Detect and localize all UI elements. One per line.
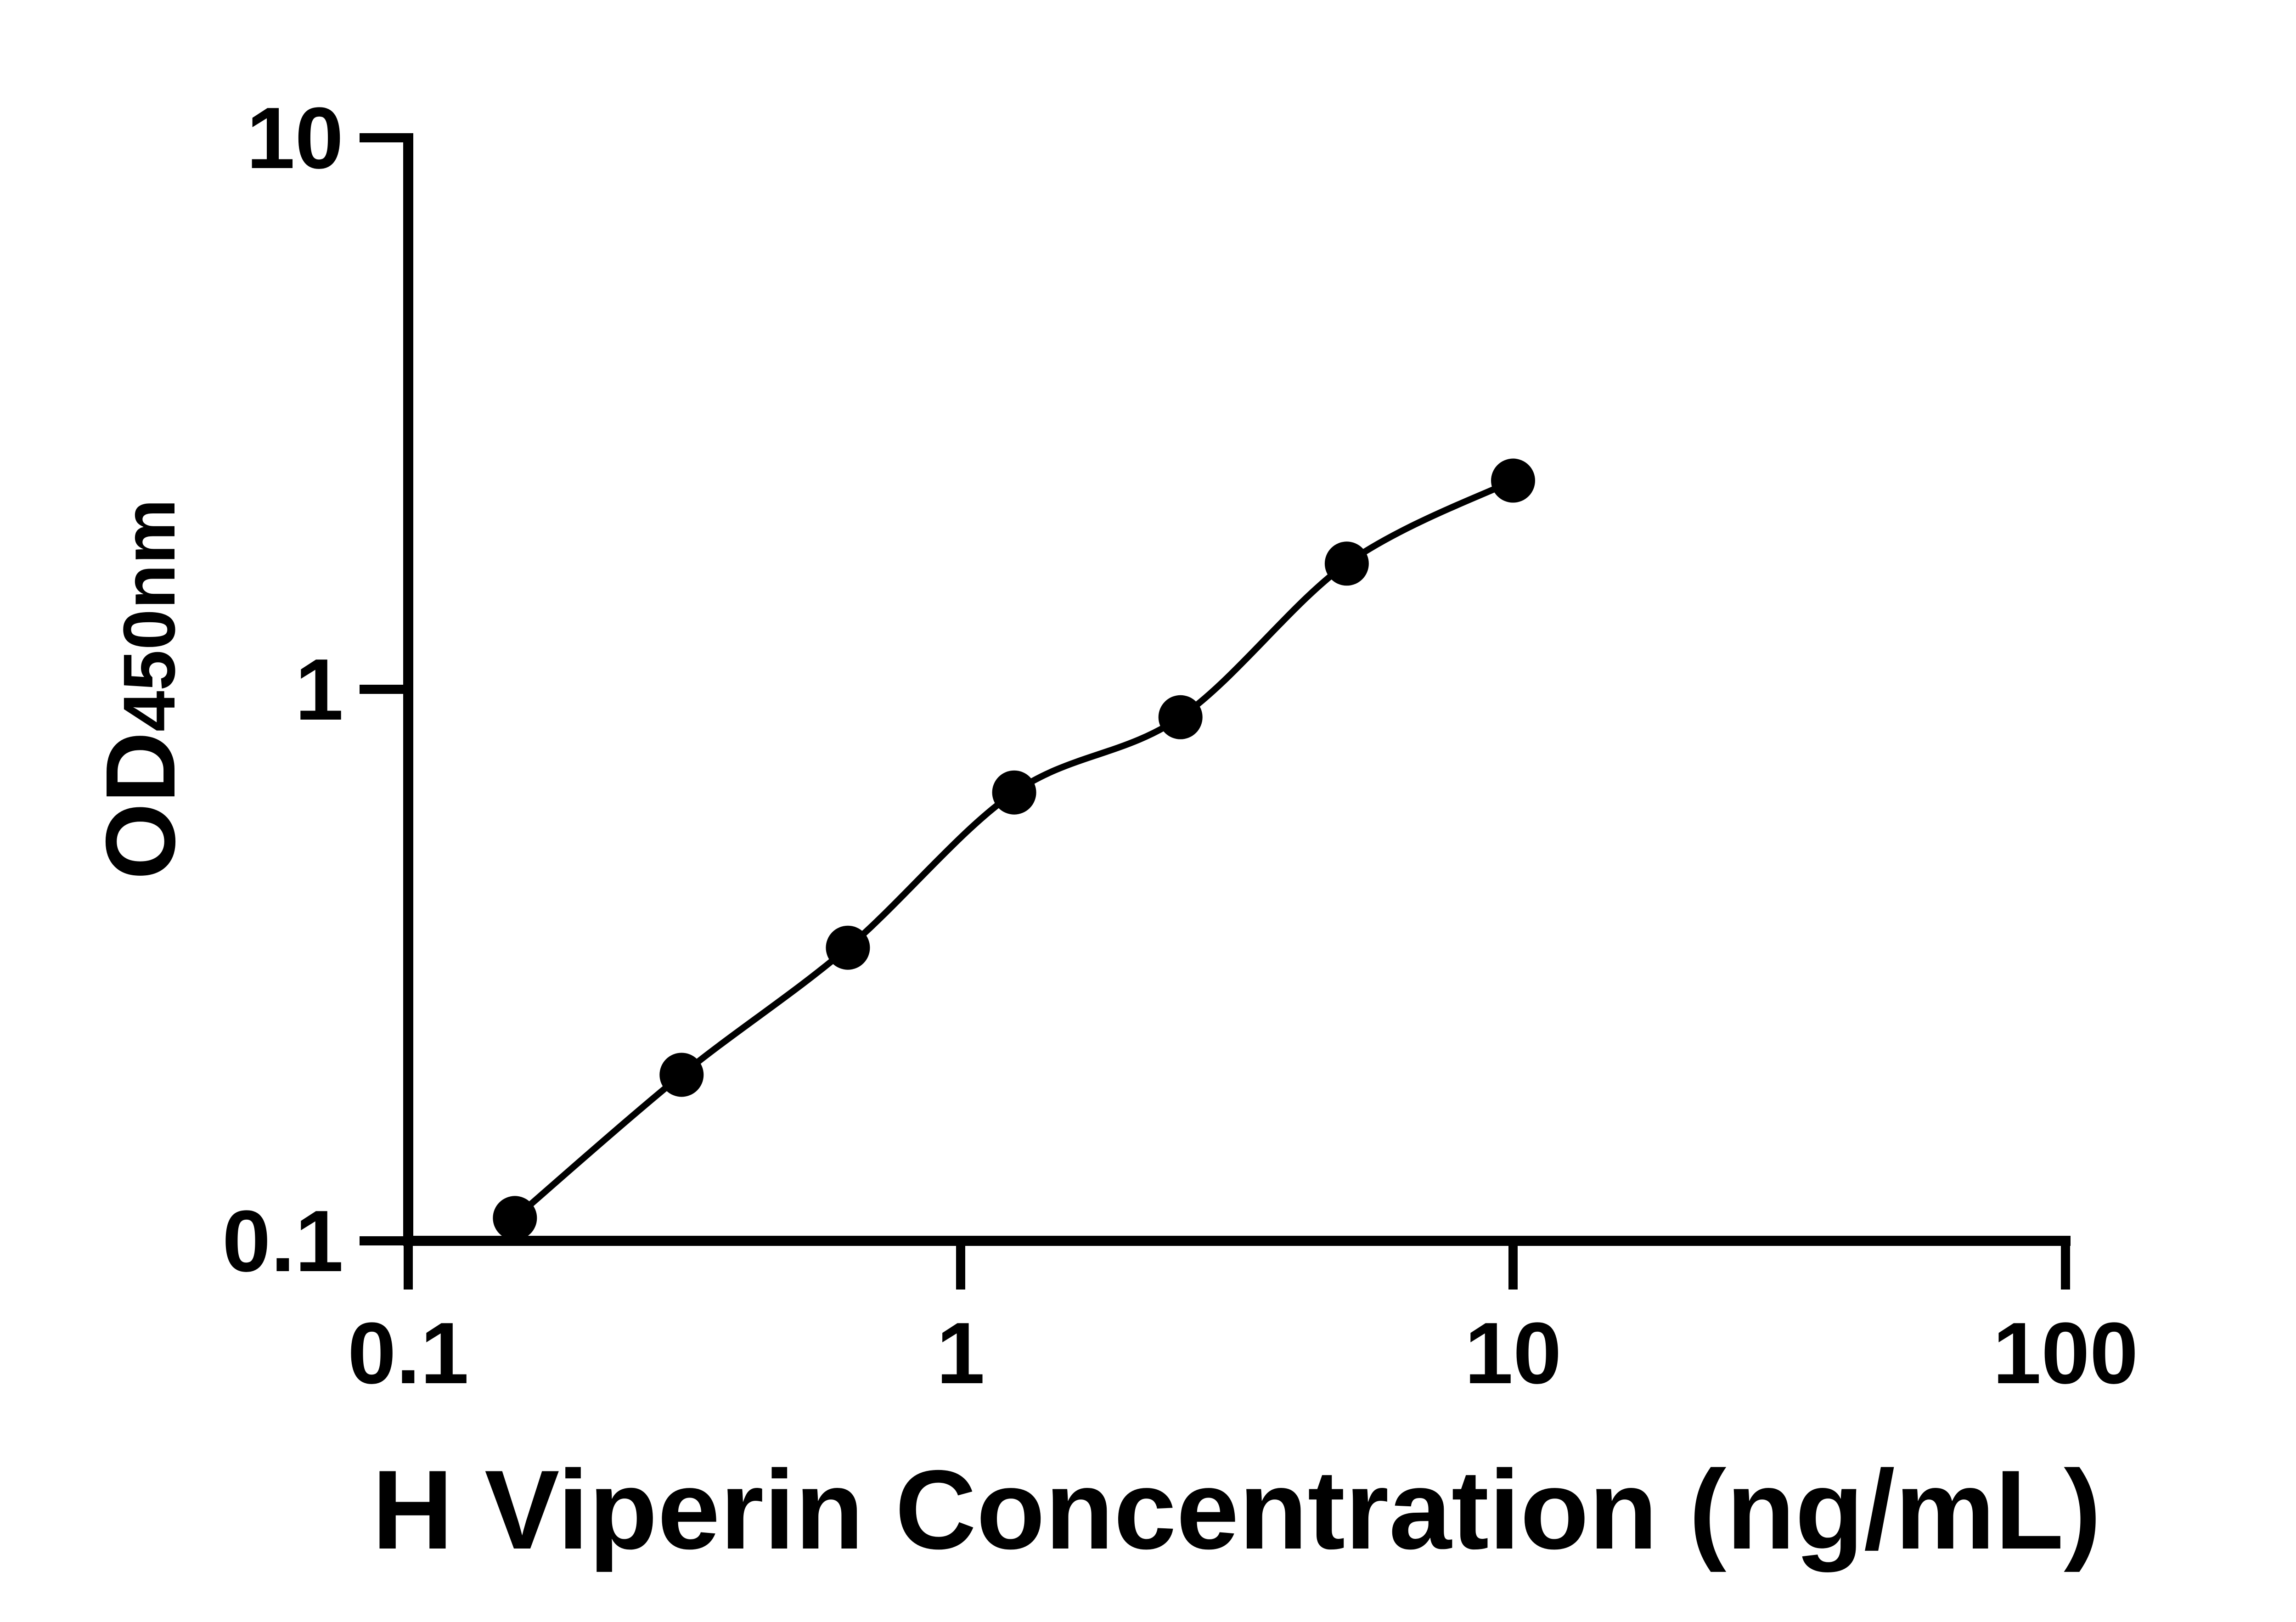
y-tick-label: 0.1 [222,1193,343,1290]
fit-curve [512,477,1516,1222]
x-axis-title: H Viperin Concentration (ng/mL) [372,1447,2101,1572]
x-tick-label: 10 [1464,1305,1561,1402]
x-tick-label: 1 [936,1305,985,1402]
y-axis-title-subscript: 450nm [108,499,190,732]
y-tick-label: 1 [295,641,343,738]
y-axis-title: OD450nm [85,499,196,879]
x-tick-label: 0.1 [348,1305,469,1402]
y-tick-label: 10 [247,90,343,187]
y-axis-title-main: OD [85,732,196,880]
x-tick-label: 100 [1992,1305,2138,1402]
